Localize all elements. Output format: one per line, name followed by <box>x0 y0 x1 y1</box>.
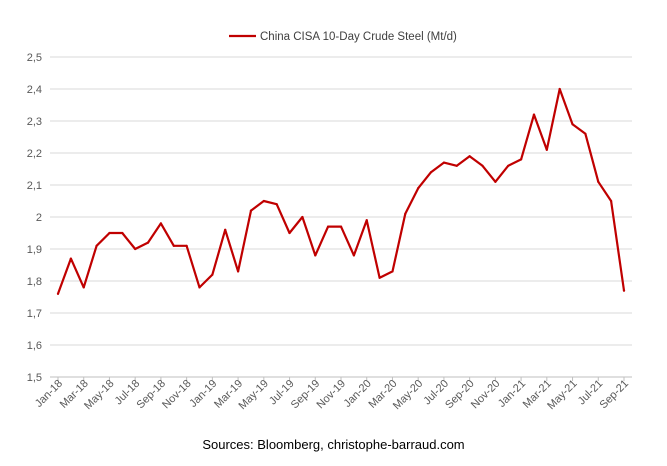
data-point <box>224 228 227 231</box>
data-point <box>417 187 420 190</box>
data-point <box>108 231 111 235</box>
data-point <box>159 222 163 225</box>
y-tick-label: 1,9 <box>27 244 42 256</box>
x-tick-label: Nov-18 <box>160 378 194 412</box>
data-point <box>288 231 291 235</box>
data-point <box>198 286 201 289</box>
data-point <box>56 292 60 295</box>
data-point <box>610 199 613 203</box>
data-point <box>429 171 433 174</box>
x-tick-label: Sep-21 <box>598 378 632 412</box>
data-point <box>275 203 278 206</box>
data-point <box>481 164 484 167</box>
data-point <box>558 87 561 91</box>
series-layer <box>56 87 626 295</box>
data-point <box>121 231 124 235</box>
legend-label: China CISA 10-Day Crude Steel (Mt/d) <box>260 31 457 43</box>
data-point <box>249 209 253 212</box>
data-point <box>365 219 368 222</box>
gridlines <box>50 56 632 378</box>
data-point <box>584 132 587 135</box>
y-tick-label: 1,7 <box>27 308 42 320</box>
data-point <box>519 158 523 161</box>
y-tick-label: 1,6 <box>27 340 42 352</box>
data-point <box>185 244 188 247</box>
data-point <box>571 123 574 126</box>
data-point <box>134 247 137 251</box>
x-tick-label: Nov-19 <box>315 378 349 412</box>
data-point <box>597 180 600 183</box>
data-point <box>211 273 214 276</box>
data-point <box>95 244 98 247</box>
data-point <box>172 244 175 247</box>
data-point <box>236 270 240 273</box>
y-tick-label: 2,1 <box>27 180 42 192</box>
y-tick-label: 2,5 <box>27 52 42 64</box>
data-point <box>146 241 150 244</box>
y-tick-label: 2,3 <box>27 116 42 128</box>
series-line <box>56 87 626 295</box>
data-point <box>314 254 317 257</box>
data-point <box>455 164 458 167</box>
y-tick-label: 1,5 <box>27 372 42 384</box>
data-point <box>339 225 343 228</box>
data-point <box>442 161 446 164</box>
x-axis: Jan-18Mar-18May-18Jul-18Sep-18Nov-18Jan-… <box>33 376 632 412</box>
data-point <box>391 270 394 273</box>
y-tick-label: 2,4 <box>27 84 42 96</box>
legend: China CISA 10-Day Crude Steel (Mt/d) <box>229 31 457 43</box>
y-tick-label: 2 <box>36 212 42 224</box>
source-note: Sources: Bloomberg, christophe-barraud.c… <box>202 437 465 452</box>
data-point <box>69 257 72 260</box>
data-point <box>532 113 536 116</box>
data-point <box>468 155 471 158</box>
data-point <box>404 212 407 215</box>
x-tick-label: Nov-20 <box>469 378 503 412</box>
data-point <box>622 289 626 292</box>
data-point <box>378 276 381 279</box>
y-tick-label: 1,8 <box>27 276 42 288</box>
data-point <box>82 286 85 289</box>
data-point <box>507 164 510 167</box>
data-point <box>327 225 330 228</box>
data-point <box>301 215 304 219</box>
data-point <box>545 148 548 151</box>
data-point <box>262 199 265 203</box>
data-point <box>352 254 355 257</box>
data-point <box>494 180 497 183</box>
y-tick-label: 2,2 <box>27 148 42 160</box>
y-axis: 1,5 1,6 1,7 1,8 1,9 2 2,1 2,2 2,3 2,4 2,5 <box>27 52 42 384</box>
